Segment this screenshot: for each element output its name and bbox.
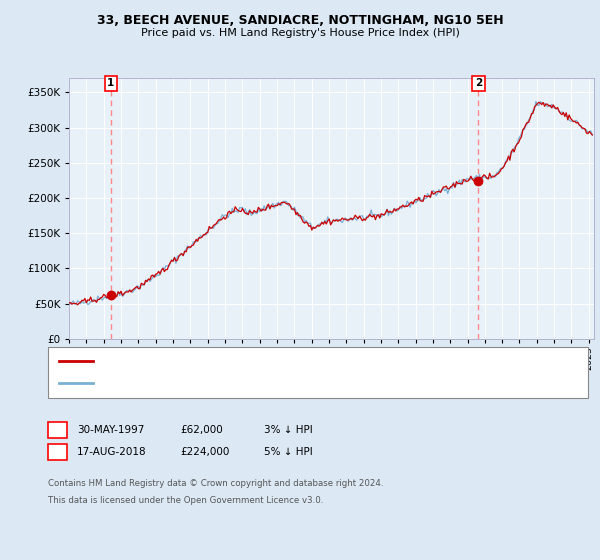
Text: This data is licensed under the Open Government Licence v3.0.: This data is licensed under the Open Gov… [48,496,323,505]
Text: 17-AUG-2018: 17-AUG-2018 [77,447,146,457]
Text: 2: 2 [54,447,61,457]
Text: Contains HM Land Registry data © Crown copyright and database right 2024.: Contains HM Land Registry data © Crown c… [48,479,383,488]
Text: £224,000: £224,000 [180,447,229,457]
Text: 1: 1 [54,425,61,435]
Text: 3% ↓ HPI: 3% ↓ HPI [264,425,313,435]
Text: 1: 1 [107,78,115,88]
Text: £62,000: £62,000 [180,425,223,435]
Text: 30-MAY-1997: 30-MAY-1997 [77,425,144,435]
Text: 33, BEECH AVENUE, SANDIACRE, NOTTINGHAM, NG10 5EH (detached house): 33, BEECH AVENUE, SANDIACRE, NOTTINGHAM,… [97,356,473,366]
Text: HPI: Average price, detached house, Erewash: HPI: Average price, detached house, Erew… [97,379,319,389]
Text: 33, BEECH AVENUE, SANDIACRE, NOTTINGHAM, NG10 5EH: 33, BEECH AVENUE, SANDIACRE, NOTTINGHAM,… [97,14,503,27]
Text: 5% ↓ HPI: 5% ↓ HPI [264,447,313,457]
Text: Price paid vs. HM Land Registry's House Price Index (HPI): Price paid vs. HM Land Registry's House … [140,28,460,38]
Text: 2: 2 [475,78,482,88]
